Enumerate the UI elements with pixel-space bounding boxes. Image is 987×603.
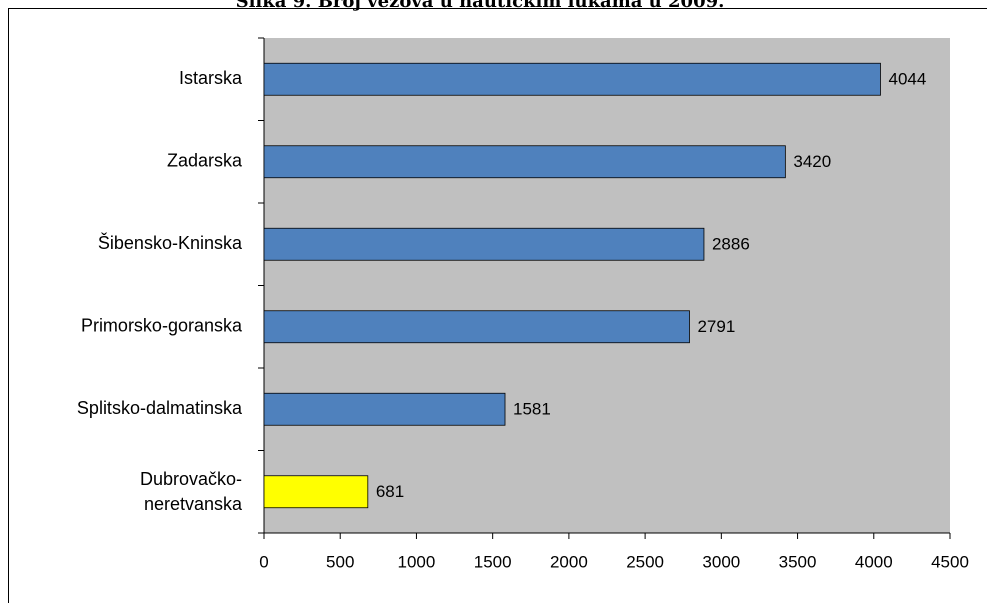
x-tick-label: 1500: [474, 552, 512, 571]
y-tick-label: Istarska: [179, 68, 243, 88]
y-tick-label: Primorsko-goranska: [81, 316, 243, 336]
value-label: 3420: [793, 152, 831, 171]
x-tick-label: 3000: [702, 552, 740, 571]
chart-title: Slika 9. Broj vezova u nautičkim lukama …: [236, 0, 725, 12]
x-tick-label: 500: [326, 552, 354, 571]
x-tick-label: 4500: [931, 552, 969, 571]
value-label: 4044: [888, 70, 926, 89]
value-label: 2791: [697, 317, 735, 336]
x-tick-label: 2500: [626, 552, 664, 571]
bar: [263, 62, 881, 96]
value-label: 681: [376, 482, 404, 501]
bar: [263, 227, 705, 261]
y-tick-label: Splitsko-dalmatinska: [77, 398, 243, 418]
y-tick-label: Šibensko-Kninska: [98, 232, 243, 253]
value-label: 1581: [513, 400, 551, 419]
bar: [263, 310, 690, 344]
y-tick-label: Zadarska: [167, 151, 243, 171]
x-tick-label: 2000: [550, 552, 588, 571]
x-tick-label: 4000: [855, 552, 893, 571]
bar: [263, 145, 786, 179]
bar: [263, 475, 369, 509]
x-tick-label: 1000: [398, 552, 436, 571]
plot-area: [264, 38, 950, 533]
value-label: 2886: [712, 235, 750, 254]
x-tick-label: 3500: [779, 552, 817, 571]
x-tick-label: 0: [259, 552, 268, 571]
bar: [263, 392, 506, 426]
y-tick-label: Dubrovačko-neretvanska: [140, 469, 243, 514]
